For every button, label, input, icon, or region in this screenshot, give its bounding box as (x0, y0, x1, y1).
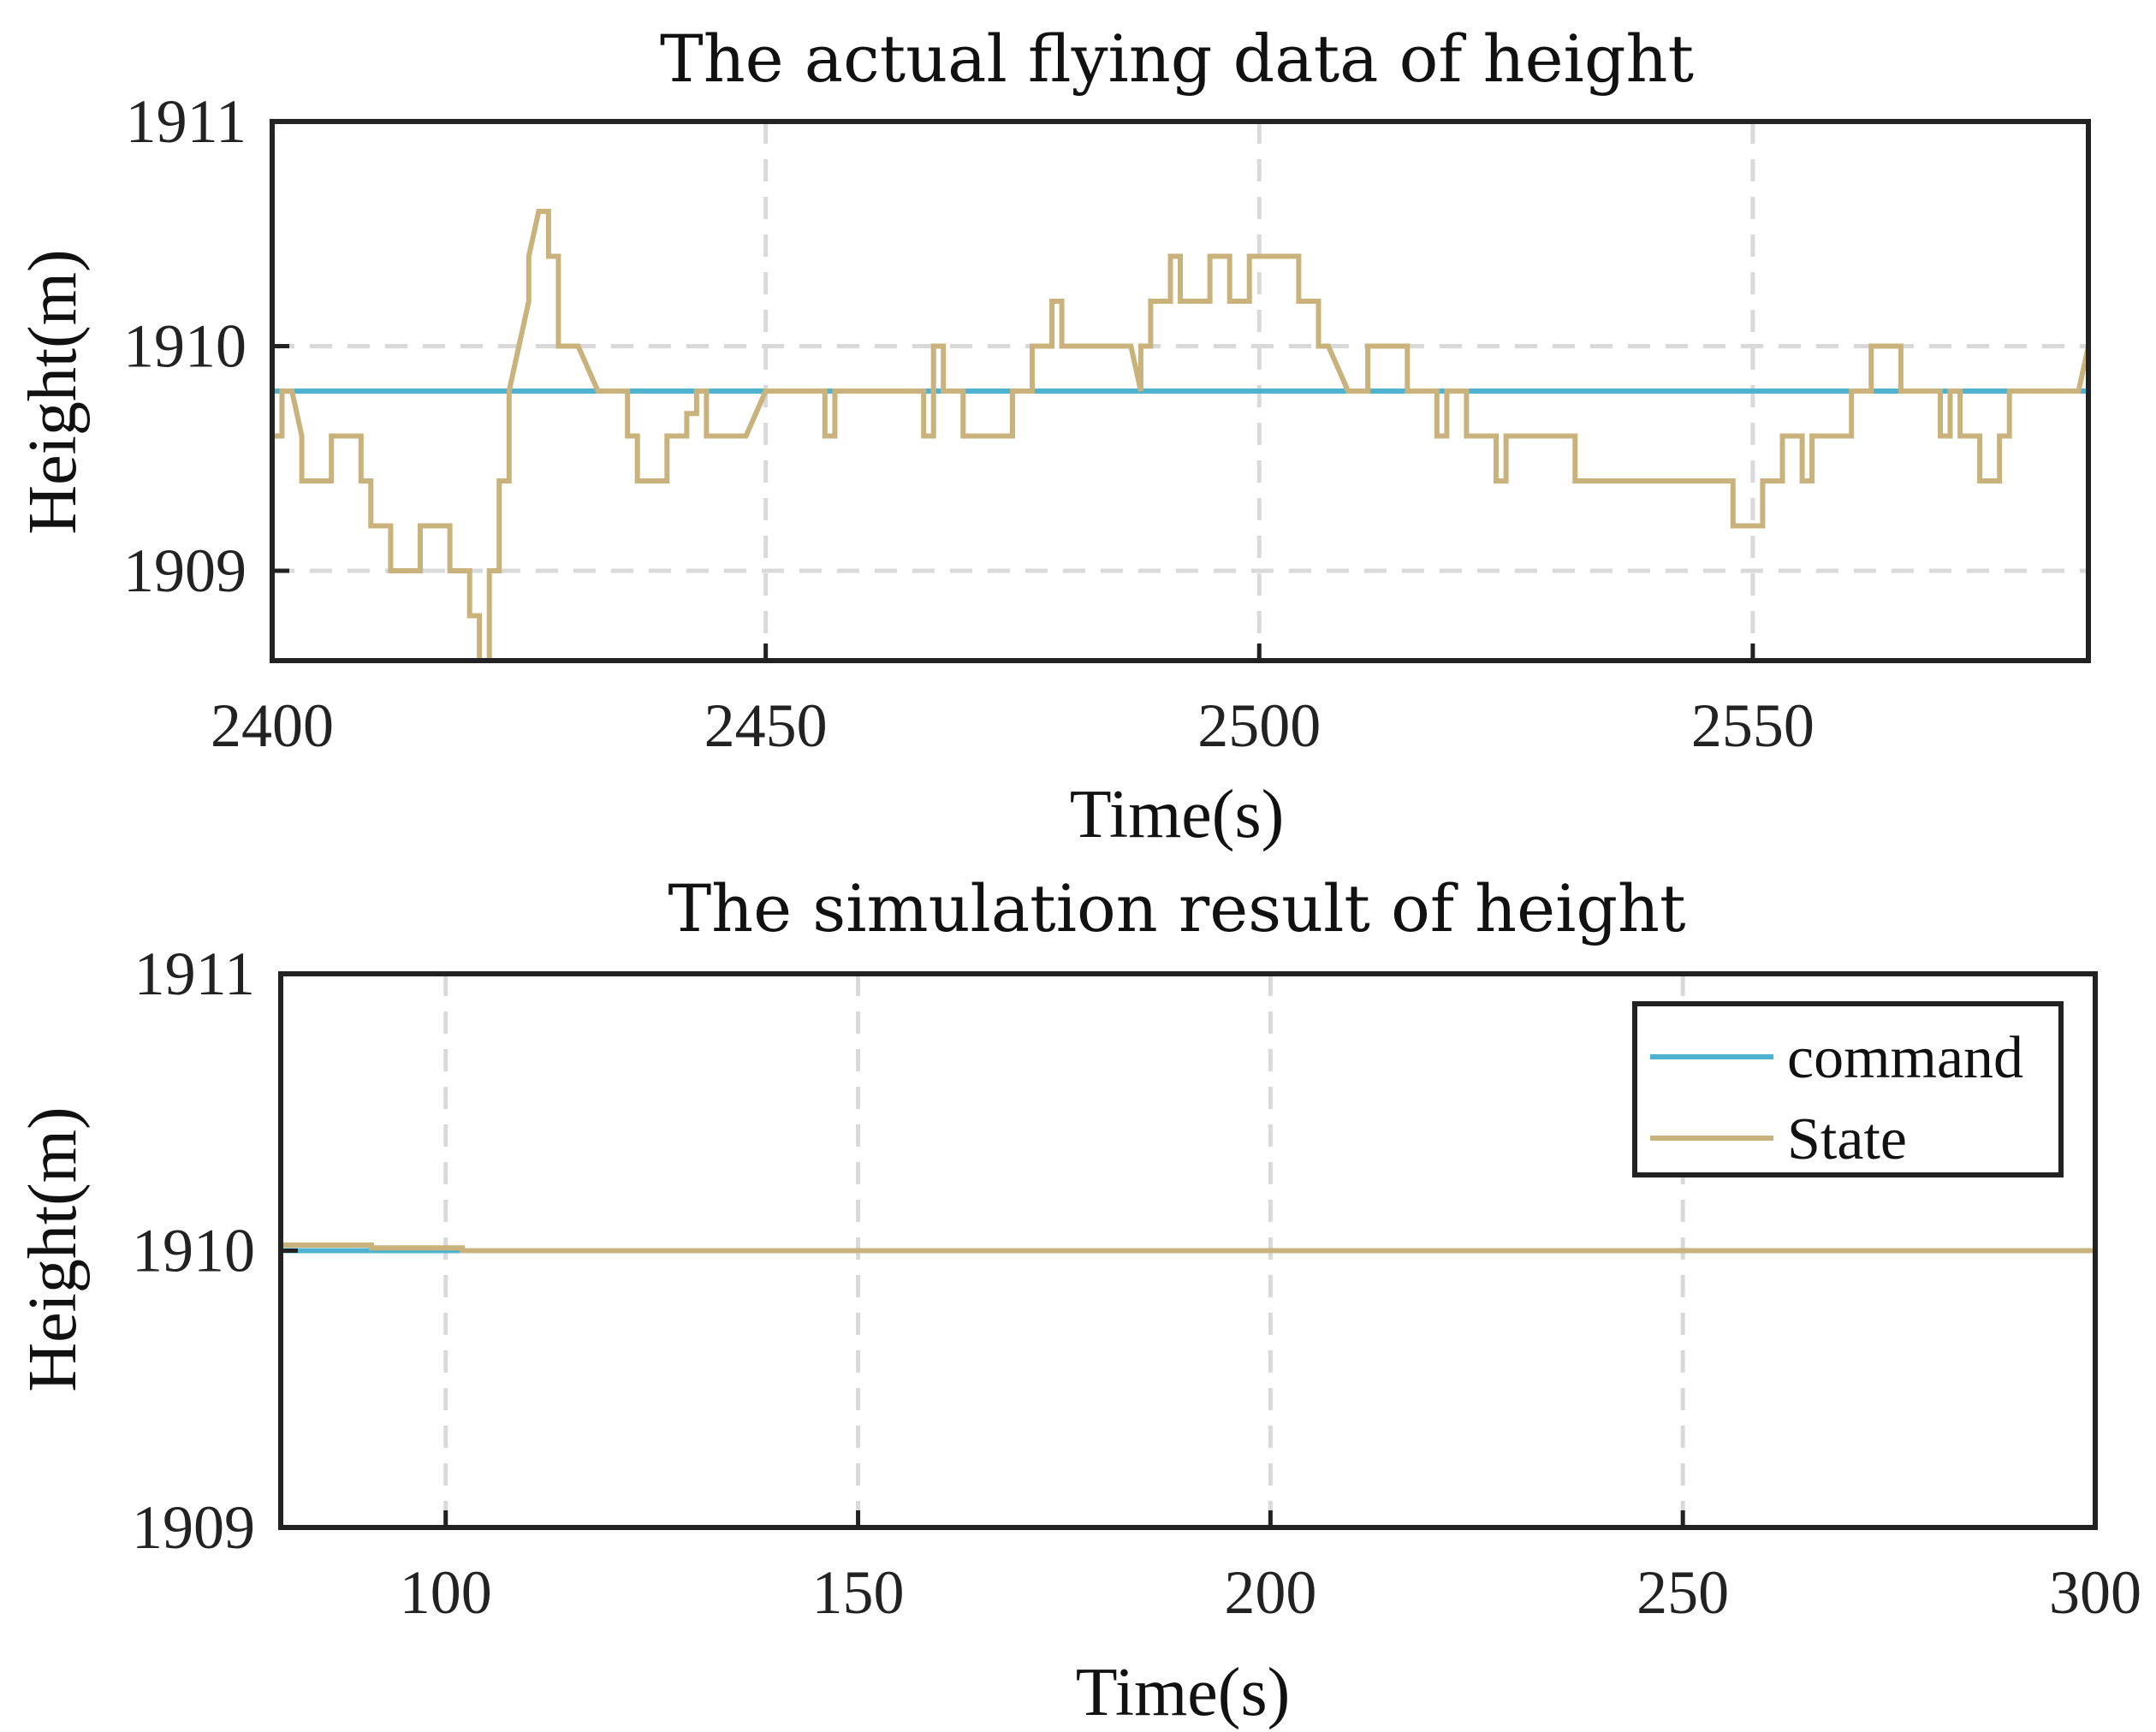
bottom-y-tick-label: 1911 (134, 940, 255, 1008)
top-series-state-line (272, 209, 2091, 663)
top-chart-title: The actual flying data of height (660, 21, 1694, 97)
legend: command State (1632, 1001, 2064, 1177)
top-y-axis-label: Height(m) (15, 249, 91, 534)
top-x-ticks: 2400 2450 2500 2550 (211, 644, 1814, 760)
bottom-series-group (281, 1243, 2095, 1254)
bottom-x-tick-label: 300 (2049, 1558, 2141, 1627)
top-y-tick-label: 1910 (123, 312, 246, 381)
bottom-x-tick-label: 100 (400, 1558, 492, 1627)
bottom-chart-title: The simulation result of height (668, 870, 1685, 946)
top-y-tick-label: 1911 (126, 87, 246, 156)
bottom-panel: The simulation result of height 100 150 20… (15, 870, 2141, 1730)
bottom-x-axis-label: Time(s) (1076, 1655, 1290, 1730)
bottom-x-ticks: 100 150 200 250 300 (400, 1510, 2141, 1627)
top-x-tick-label: 2550 (1691, 691, 1814, 760)
bottom-y-axis-label: Height(m) (15, 1106, 91, 1391)
top-x-tick-label: 2400 (211, 691, 334, 760)
top-y-tick-label: 1909 (123, 537, 246, 605)
legend-command-label: command (1787, 1025, 2023, 1091)
top-x-axis-label: Time(s) (1070, 777, 1284, 852)
top-x-tick-label: 2500 (1197, 691, 1321, 760)
bottom-x-tick-label: 200 (1224, 1558, 1316, 1627)
bottom-y-tick-label: 1909 (132, 1493, 255, 1562)
bottom-x-tick-label: 250 (1636, 1558, 1729, 1627)
legend-box (1632, 1001, 2064, 1177)
bottom-y-ticks: 1909 1910 1911 (132, 940, 298, 1562)
top-axes-box (270, 119, 2091, 663)
legend-state-label: State (1787, 1106, 1907, 1172)
top-panel: The actual flying data of height 2400 245… (15, 21, 2091, 852)
bottom-x-tick-label: 150 (812, 1558, 905, 1627)
bottom-series-state-line (281, 1243, 2095, 1254)
top-series-group (272, 209, 2091, 663)
bottom-y-tick-label: 1910 (132, 1217, 255, 1285)
top-x-tick-label: 2450 (704, 691, 828, 760)
top-y-ticks: 1909 1910 1911 (123, 87, 289, 605)
